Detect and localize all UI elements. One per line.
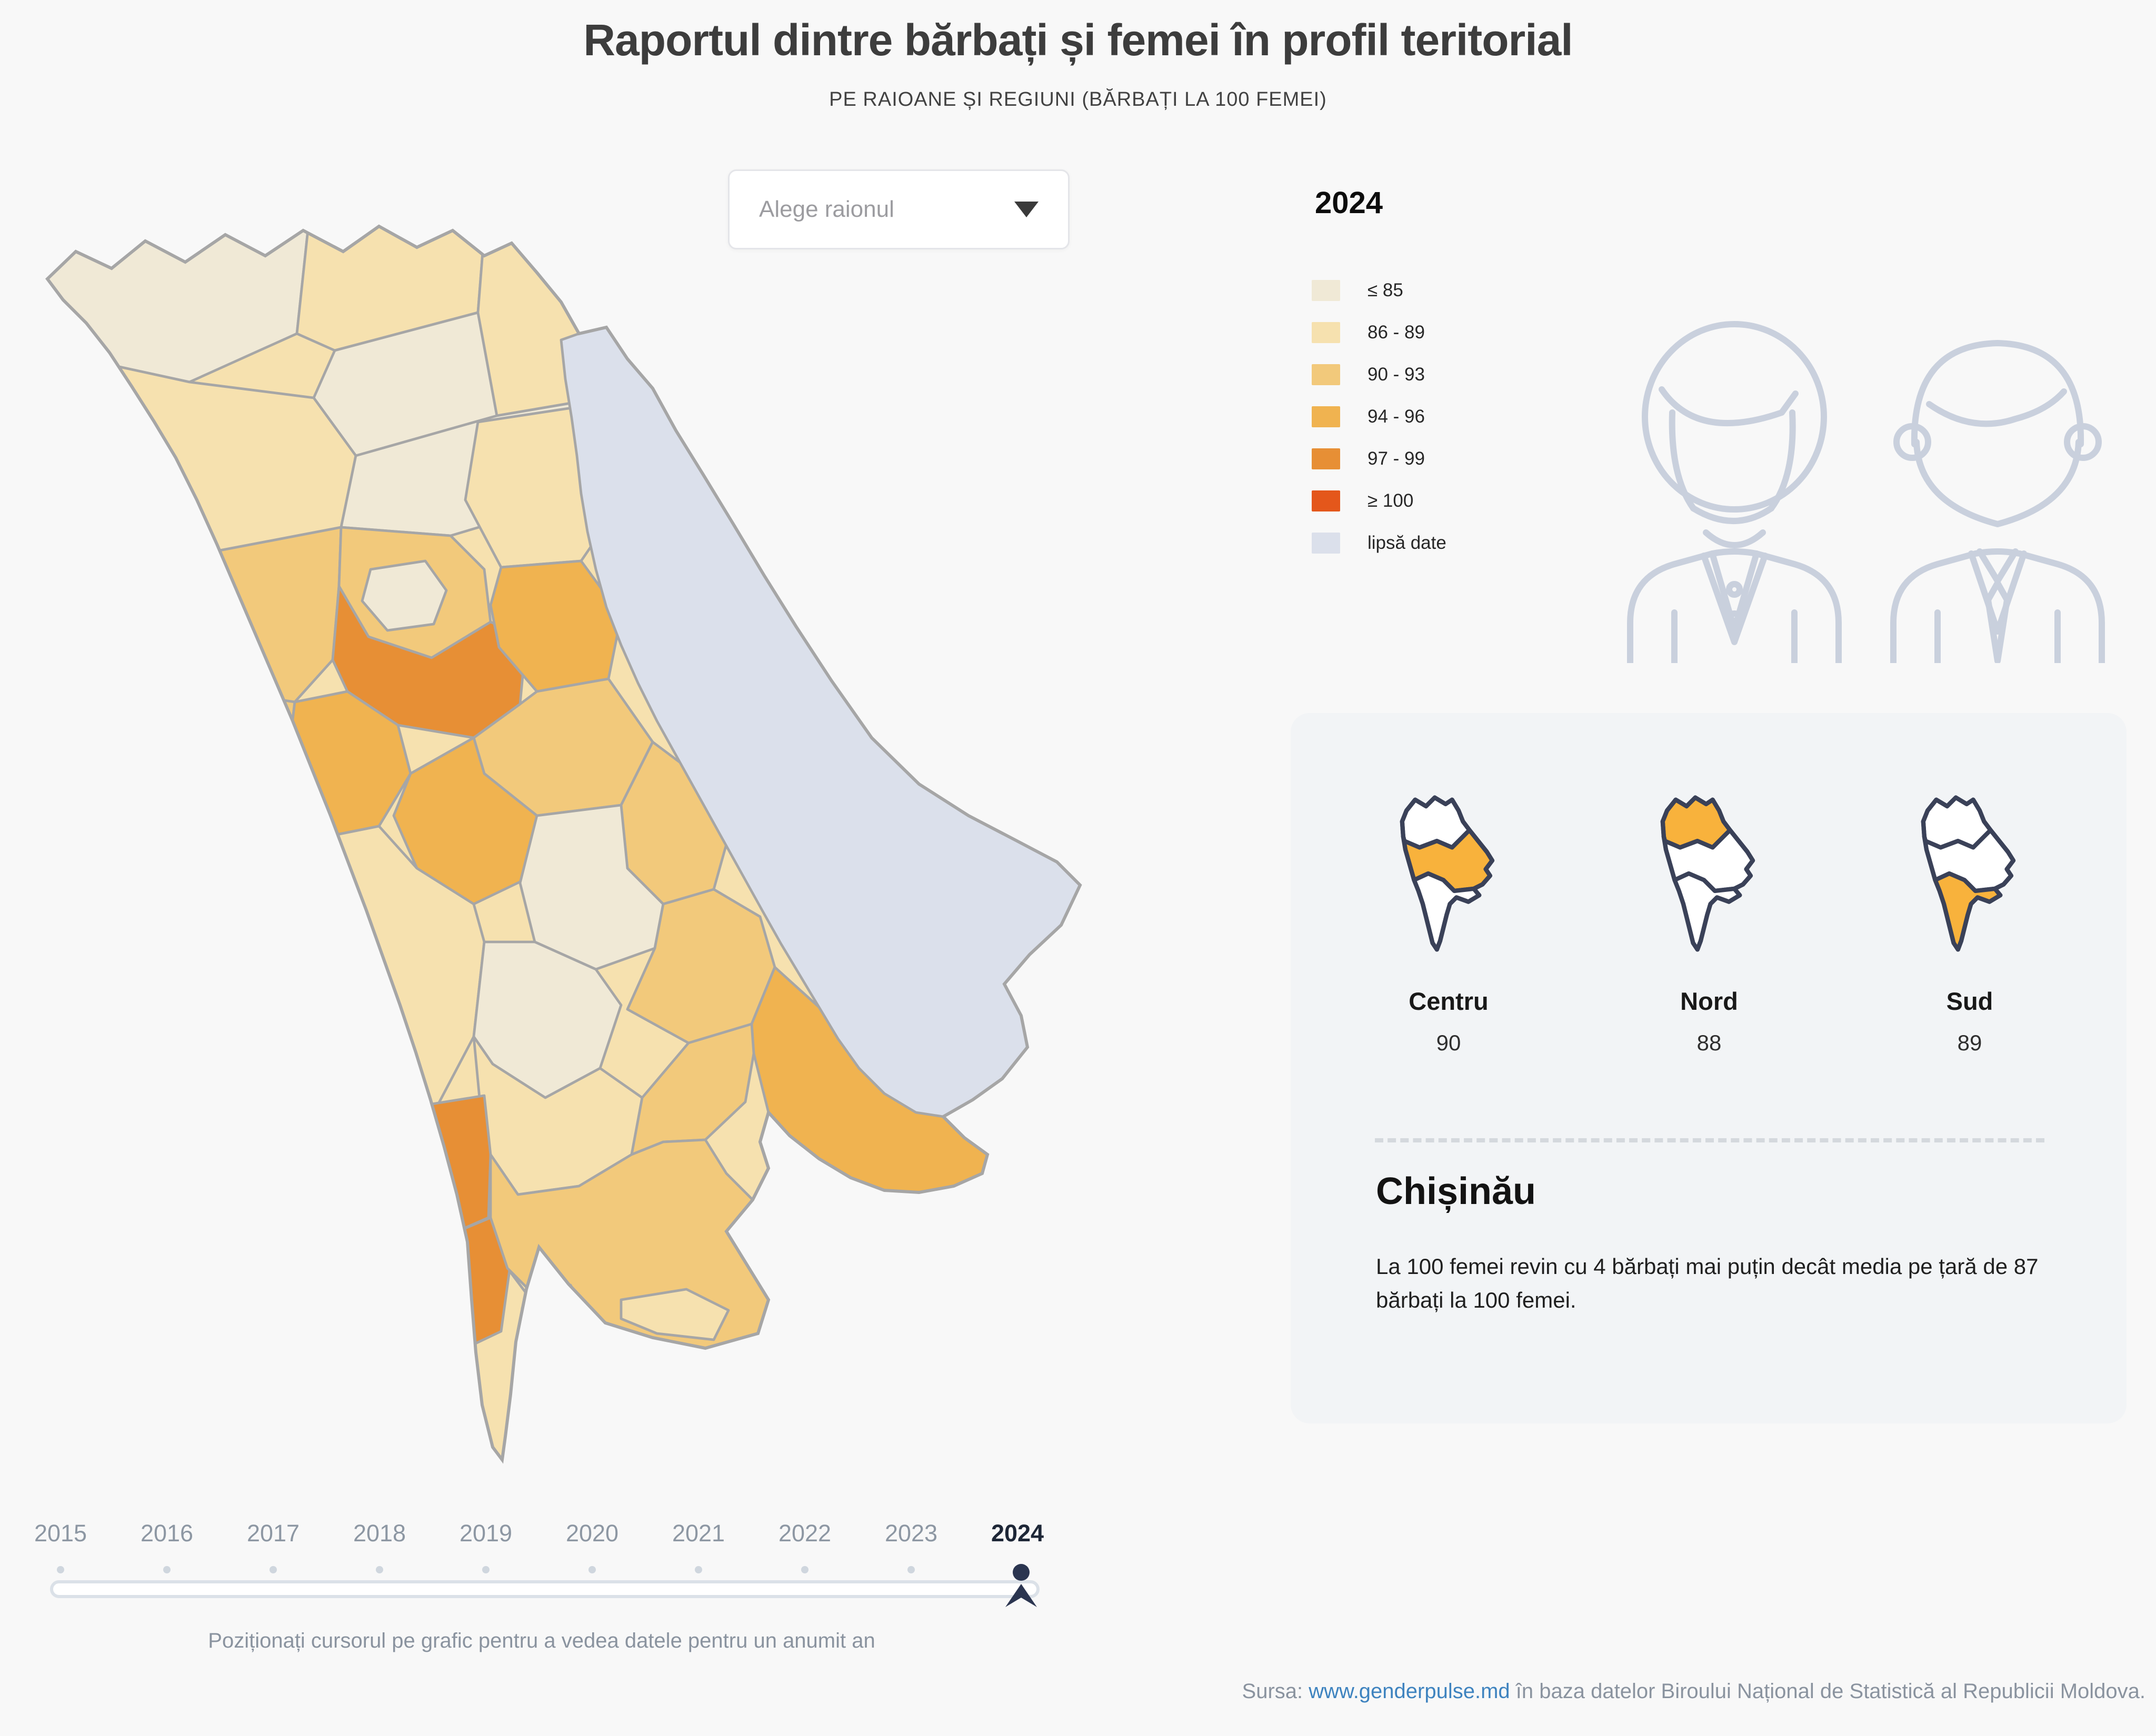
year-dot-2018 <box>376 1566 383 1573</box>
region-card-centru: Centru 90 <box>1338 787 1559 1056</box>
legend-label: 94 - 96 <box>1368 406 1425 427</box>
district-d16[interactable] <box>53 637 296 836</box>
legend-item: ≥ 100 <box>1312 480 1446 522</box>
year-dot-2022 <box>801 1566 808 1573</box>
region-name: Centru <box>1409 987 1489 1015</box>
year-dot-2020 <box>588 1566 596 1573</box>
year-dot-2017 <box>270 1566 277 1573</box>
district-dropdown-placeholder: Alege raionul <box>759 196 894 222</box>
legend-item: 90 - 93 <box>1312 354 1446 396</box>
region-map-icon-sud <box>1921 795 2015 952</box>
year-label-2022[interactable]: 2022 <box>778 1520 832 1547</box>
legend-swatch-c9799 <box>1312 448 1340 469</box>
map-legend: ≤ 85 86 - 89 90 - 93 94 - 96 97 - 99 ≥ 100 lip… <box>1312 269 1446 564</box>
year-labels-row: 2015 2016 2017 2018 2019 2020 2021 2022 2023 2024 <box>7 1520 1071 1547</box>
timeline-hint: Poziționați cursorul pe grafic pentru a … <box>208 1629 875 1652</box>
dashed-divider <box>1375 1138 2044 1142</box>
legend-label: 86 - 89 <box>1368 322 1425 343</box>
year-label-2017[interactable]: 2017 <box>246 1520 300 1547</box>
year-dot-2021 <box>695 1566 702 1573</box>
district-d08[interactable] <box>32 505 212 678</box>
man-icon <box>1890 340 2105 663</box>
year-dots-row <box>7 1566 1071 1575</box>
year-label-2018[interactable]: 2018 <box>353 1520 406 1547</box>
legend-label: 97 - 99 <box>1368 448 1425 469</box>
legend-swatch-le85 <box>1312 280 1340 301</box>
year-label-2024[interactable]: 2024 <box>991 1520 1044 1547</box>
capital-note-text: La 100 femei revin cu 4 bărbați mai puți… <box>1376 1254 2039 1312</box>
source-line: Sursa: www.genderpulse.md în baza datelo… <box>0 1680 2145 1703</box>
legend-year-label: 2024 <box>1315 186 1383 220</box>
moldova-choropleth-map <box>32 224 1082 1464</box>
district-d31[interactable] <box>620 1288 730 1341</box>
region-outline <box>1660 795 1755 952</box>
page-subtitle: PE RAIOANE ȘI REGIUNI (BĂRBAȚI LA 100 FE… <box>829 88 1327 111</box>
source-link[interactable]: www.genderpulse.md <box>1309 1680 1516 1703</box>
year-label-2021[interactable]: 2021 <box>672 1520 725 1547</box>
district-d13[interactable] <box>361 559 448 632</box>
legend-swatch-ge100 <box>1312 490 1340 511</box>
year-dot-2015 <box>57 1566 64 1573</box>
woman-and-man-outline-icon <box>1627 321 2105 663</box>
region-outline <box>1400 795 1494 952</box>
legend-item: 94 - 96 <box>1312 396 1446 438</box>
legend-swatch-c9093 <box>1312 364 1340 385</box>
legend-item: lipsă date <box>1312 522 1446 564</box>
year-label-2016[interactable]: 2016 <box>140 1520 194 1547</box>
region-name: Nord <box>1680 987 1738 1015</box>
legend-swatch-nodata <box>1312 533 1340 554</box>
region-map-icon-centru <box>1400 795 1494 952</box>
legend-swatch-c8689 <box>1312 322 1340 343</box>
source-suffix: în baza datelor Biroului Național de Sta… <box>1515 1680 2145 1703</box>
year-dot-2023 <box>907 1566 915 1573</box>
legend-label: 90 - 93 <box>1368 364 1425 385</box>
chevron-down-icon <box>1014 202 1039 217</box>
year-dot-2016 <box>163 1566 171 1573</box>
capital-name: Chișinău <box>1376 1170 1536 1212</box>
region-value: 90 <box>1436 1030 1461 1055</box>
year-label-2020[interactable]: 2020 <box>565 1520 619 1547</box>
region-value: 88 <box>1696 1030 1722 1055</box>
woman-icon <box>1627 321 1842 663</box>
legend-label: ≥ 100 <box>1368 490 1414 511</box>
legend-swatch-c9496 <box>1312 406 1340 427</box>
region-card-nord: Nord 88 <box>1599 787 1820 1056</box>
legend-item: 86 - 89 <box>1312 312 1446 354</box>
region-map-icon-nord <box>1660 795 1755 952</box>
legend-item: 97 - 99 <box>1312 438 1446 480</box>
district-d20[interactable] <box>135 812 286 986</box>
year-slider-track[interactable] <box>50 1580 1040 1598</box>
country-outline <box>45 224 1082 1464</box>
region-value: 89 <box>1957 1030 1982 1055</box>
year-label-2019[interactable]: 2019 <box>459 1520 513 1547</box>
year-label-2015[interactable]: 2015 <box>34 1520 87 1547</box>
region-name: Sud <box>1946 987 1993 1015</box>
legend-item: ≤ 85 <box>1312 269 1446 312</box>
year-dot-2019 <box>482 1566 490 1573</box>
legend-label: lipsă date <box>1368 533 1446 553</box>
district-dropdown[interactable]: Alege raionul <box>728 169 1070 249</box>
region-card-sud: Sud 89 <box>1859 787 2080 1056</box>
person-marker-icon[interactable] <box>999 1563 1043 1608</box>
legend-label: ≤ 85 <box>1368 280 1403 300</box>
year-timeline: 2015 2016 2017 2018 2019 2020 2021 2022 2023 2024 <box>7 1520 1071 1607</box>
source-prefix: Sursa: <box>1242 1680 1309 1703</box>
year-label-2023[interactable]: 2023 <box>884 1520 938 1547</box>
region-outline <box>1921 795 2015 952</box>
page-title: Raportul dintre bărbați și femei în prof… <box>583 15 1573 65</box>
region-summary-panel: Centru 90 Nord 88 Sud 89 Chișinău La 100 feme… <box>1291 713 2127 1423</box>
